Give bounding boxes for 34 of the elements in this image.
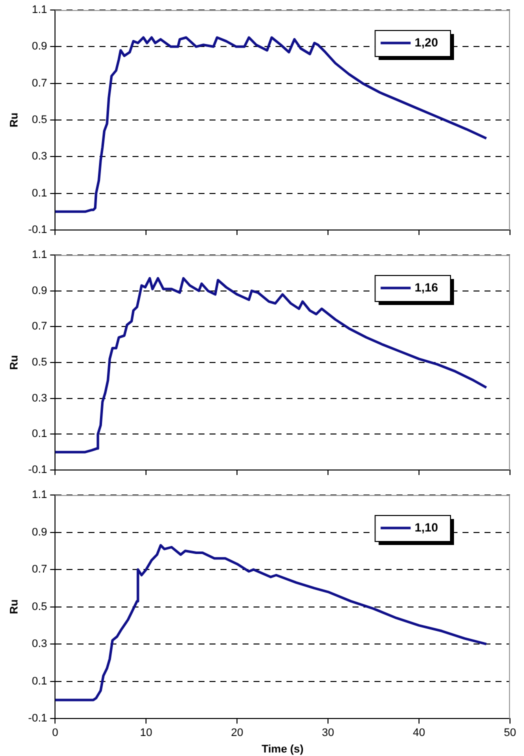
y-axis-title: Ru — [8, 599, 21, 614]
x-tick-label: 50 — [504, 727, 516, 740]
y-tick-label: -0.1 — [28, 224, 48, 236]
y-tick-label: 0.1 — [32, 428, 48, 440]
y-tick-label: 0.5 — [32, 356, 48, 369]
y-tick-label: 0.3 — [32, 392, 48, 404]
y-tick-label: 0.7 — [32, 320, 48, 333]
x-tick-label: 30 — [322, 727, 334, 740]
x-axis-title: Time (s) — [262, 743, 304, 756]
y-tick-label: 0.5 — [32, 600, 48, 613]
x-tick-label: 10 — [140, 727, 152, 740]
x-tick-label: 20 — [230, 727, 244, 740]
legend-label: 1,16 — [414, 280, 438, 294]
y-tick-label: 0.9 — [32, 526, 48, 538]
y-tick-label: 0.1 — [32, 187, 48, 200]
y-tick-label: 0.5 — [32, 114, 48, 126]
y-tick-label: 0.7 — [32, 77, 48, 90]
y-tick-label: 0.1 — [32, 675, 48, 688]
y-tick-label: 1.1 — [32, 249, 48, 262]
legend-label: 1,10 — [414, 520, 438, 534]
y-tick-label: 1.1 — [32, 4, 48, 16]
x-tick-label: 40 — [412, 727, 426, 740]
y-tick-label: 0.7 — [32, 564, 48, 576]
legend-label: 1,20 — [414, 35, 438, 50]
y-tick-label: 1.1 — [32, 489, 48, 502]
y-tick-label: 0.9 — [32, 284, 48, 297]
y-axis-title: Ru — [8, 355, 21, 370]
y-tick-label: -0.1 — [28, 712, 48, 725]
y-axis-title: Ru — [8, 112, 21, 128]
y-tick-label: 0.9 — [32, 40, 48, 53]
x-tick-label: 0 — [52, 727, 58, 740]
y-tick-label: 0.3 — [32, 150, 48, 163]
y-tick-label: 0.3 — [32, 638, 48, 650]
y-tick-label: -0.1 — [28, 464, 48, 476]
